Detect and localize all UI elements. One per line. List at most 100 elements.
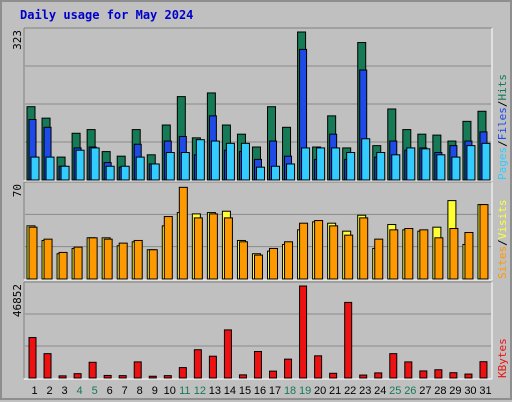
bar-kbytes-day-15 — [238, 374, 247, 379]
legend-separator: / — [496, 140, 509, 147]
bar-kbytes-day-11 — [178, 367, 187, 379]
bar-pages-day-4 — [75, 149, 85, 181]
day-label-4: 4 — [77, 385, 83, 397]
bar-sites-day-1 — [28, 226, 38, 280]
bar-sites-day-28 — [434, 237, 444, 280]
bar-sites-day-19 — [299, 222, 309, 280]
bar-pages-day-17 — [271, 165, 281, 181]
bar-kbytes-day-6 — [103, 374, 112, 379]
bar-kbytes-day-14 — [223, 329, 232, 379]
bar-kbytes-day-1 — [28, 337, 37, 379]
bar-sites-day-18 — [284, 241, 294, 280]
bar-kbytes-day-7 — [118, 375, 127, 379]
bar-sites-day-23 — [359, 217, 369, 280]
bar-pages-day-29 — [451, 156, 461, 181]
bar-kbytes-day-27 — [419, 370, 428, 379]
bar-sites-day-20 — [314, 220, 324, 280]
bar-kbytes-day-12 — [193, 349, 202, 379]
bar-pages-day-5 — [90, 147, 100, 181]
bar-kbytes-day-10 — [163, 375, 172, 379]
bar-sites-day-30 — [464, 232, 474, 280]
bar-kbytes-day-23 — [359, 374, 368, 379]
day-label-10: 10 — [164, 385, 176, 397]
bar-sites-day-25 — [389, 229, 399, 280]
bar-pages-day-6 — [105, 165, 115, 181]
bar-sites-day-8 — [133, 239, 143, 280]
legend-visits-sites: Sites/Visits — [496, 200, 509, 280]
bar-kbytes-day-5 — [88, 361, 97, 379]
day-label-3: 3 — [62, 385, 68, 397]
day-label-27: 27 — [419, 385, 431, 397]
bar-sites-day-17 — [269, 247, 279, 280]
bar-pages-day-2 — [45, 156, 55, 181]
bar-pages-day-21 — [331, 147, 341, 181]
bar-pages-day-22 — [346, 152, 356, 181]
legend-kbytes: KBytes — [496, 338, 509, 378]
bar-kbytes-day-25 — [389, 353, 398, 379]
legend-hits: Hits — [496, 74, 509, 101]
bar-sites-day-15 — [238, 241, 248, 280]
day-label-24: 24 — [374, 385, 386, 397]
legend-files: Files — [496, 107, 509, 140]
bar-pages-day-19 — [301, 147, 311, 181]
bar-sites-day-12 — [193, 217, 203, 280]
bar-sites-day-24 — [374, 238, 384, 280]
bar-kbytes-day-20 — [314, 355, 323, 379]
bar-pages-day-7 — [120, 165, 130, 181]
bar-kbytes-day-30 — [464, 373, 473, 379]
bar-pages-day-28 — [436, 154, 446, 181]
bar-sites-day-11 — [178, 186, 188, 280]
bar-pages-day-3 — [60, 165, 70, 181]
legend-visits: Visits — [496, 200, 509, 240]
day-label-26: 26 — [404, 385, 416, 397]
bar-kbytes-day-29 — [449, 372, 458, 379]
bar-pages-day-18 — [286, 163, 296, 181]
bar-pages-day-31 — [481, 142, 491, 181]
bar-pages-day-10 — [165, 152, 175, 181]
day-label-6: 6 — [107, 385, 113, 397]
legend-sites: Sites — [496, 246, 509, 279]
day-label-8: 8 — [137, 385, 143, 397]
day-label-18: 18 — [284, 385, 296, 397]
bar-sites-day-26 — [404, 228, 414, 280]
bar-kbytes-day-16 — [253, 350, 262, 379]
bar-pages-day-27 — [421, 148, 431, 181]
bar-sites-day-4 — [73, 246, 83, 280]
day-label-11: 11 — [179, 385, 190, 397]
bar-kbytes-day-17 — [269, 370, 278, 379]
bar-sites-day-16 — [253, 254, 263, 280]
bar-pages-day-15 — [240, 142, 250, 181]
bar-sites-day-14 — [223, 217, 233, 280]
day-label-9: 9 — [152, 385, 158, 397]
bar-pages-day-14 — [225, 142, 235, 181]
bar-kbytes-day-2 — [43, 353, 52, 379]
day-label-20: 20 — [314, 385, 326, 397]
day-label-22: 22 — [344, 385, 356, 397]
legend-separator: / — [496, 239, 509, 246]
bar-pages-day-16 — [255, 166, 265, 181]
bar-kbytes-day-26 — [404, 361, 413, 379]
y-max-label: 46852 — [11, 284, 24, 317]
bar-kbytes-day-24 — [374, 372, 383, 379]
legend-separator: / — [496, 101, 509, 108]
bar-sites-day-2 — [43, 238, 53, 280]
bar-kbytes-day-3 — [58, 375, 67, 379]
bar-pages-day-25 — [391, 154, 401, 181]
bar-sites-day-31 — [479, 204, 489, 280]
day-label-28: 28 — [434, 385, 446, 397]
bar-pages-day-20 — [316, 147, 326, 181]
day-label-23: 23 — [359, 385, 371, 397]
day-label-7: 7 — [122, 385, 128, 397]
legend-kbytes: KBytes — [496, 338, 509, 378]
bar-sites-day-10 — [163, 216, 173, 280]
day-label-2: 2 — [46, 385, 52, 397]
bar-pages-day-11 — [180, 152, 190, 181]
bar-kbytes-day-9 — [148, 375, 157, 379]
day-label-19: 19 — [299, 385, 311, 397]
bar-sites-day-3 — [58, 251, 68, 280]
day-label-12: 12 — [194, 385, 206, 397]
bar-sites-day-22 — [344, 234, 354, 280]
bar-sites-day-6 — [103, 238, 113, 280]
bar-sites-day-9 — [148, 249, 158, 280]
